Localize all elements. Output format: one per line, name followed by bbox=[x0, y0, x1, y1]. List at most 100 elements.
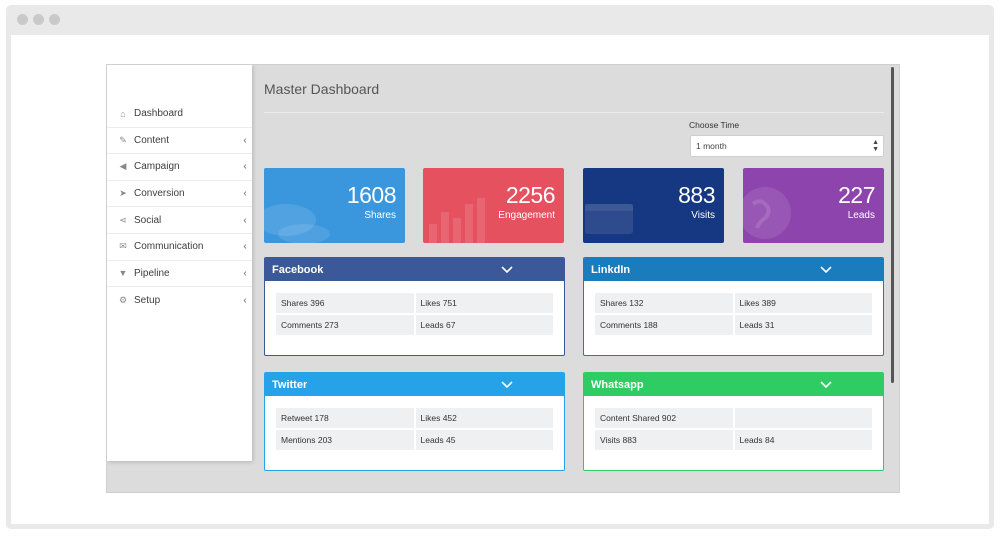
window-controls bbox=[17, 14, 60, 25]
time-filter-label: Choose Time bbox=[689, 120, 740, 130]
metric-cell: Likes 389 bbox=[734, 293, 872, 313]
window-dot-icon[interactable] bbox=[17, 14, 28, 25]
sidebar-item-setup[interactable]: ⚙ Setup ‹ bbox=[107, 287, 252, 314]
metric-cell: Shares 396 bbox=[276, 293, 414, 313]
chevron-left-icon: ‹ bbox=[243, 241, 247, 253]
sidebar-item-conversion[interactable]: ➤ Conversion ‹ bbox=[107, 181, 252, 208]
stat-value: 1608 bbox=[346, 182, 397, 208]
cursor-icon: ➤ bbox=[119, 188, 127, 199]
metric-cell: Visits 883 bbox=[595, 430, 733, 450]
sidebar-item-campaign[interactable]: ◀ Campaign ‹ bbox=[107, 154, 252, 181]
chevron-down-icon bbox=[820, 265, 832, 273]
facebook-panel-header[interactable]: Facebook bbox=[265, 258, 564, 281]
panel-body: Content Shared 902 Visits 883 Leads 84 bbox=[584, 396, 883, 450]
sidebar-item-label: Pipeline bbox=[134, 267, 170, 279]
sidebar-nav: ⌂ Dashboard ✎ Content ‹ ◀ Campaign ‹ bbox=[107, 101, 252, 314]
time-filter-select[interactable]: 1 month ▲ ▼ bbox=[690, 135, 884, 157]
stat-label: Leads bbox=[847, 210, 875, 221]
stat-card-shares: 1608 Shares bbox=[264, 168, 405, 243]
panel-title: Twitter bbox=[272, 378, 308, 391]
sidebar-item-social[interactable]: ⋖ Social ‹ bbox=[107, 207, 252, 234]
whatsapp-panel: Whatsapp Content Shared 902 Visits 883 L… bbox=[583, 372, 884, 471]
stat-label: Visits bbox=[691, 210, 715, 221]
metric-cell: Likes 751 bbox=[415, 293, 553, 313]
browser-viewport: ⌂ Dashboard ✎ Content ‹ ◀ Campaign ‹ bbox=[11, 35, 989, 524]
twitter-panel: Twitter Retweet 178 Likes 452 Mentions 2… bbox=[264, 372, 565, 471]
panel-body: Retweet 178 Likes 452 Mentions 203 Leads… bbox=[265, 396, 564, 450]
panel-title: Whatsapp bbox=[591, 378, 644, 391]
metric-cell: Content Shared 902 bbox=[595, 408, 733, 428]
page-title: Master Dashboard bbox=[264, 81, 380, 97]
twitter-panel-header[interactable]: Twitter bbox=[265, 373, 564, 396]
metric-cell: Likes 452 bbox=[415, 408, 553, 428]
stat-value: 2256 bbox=[505, 182, 556, 208]
chevron-left-icon: ‹ bbox=[243, 134, 247, 146]
bar-chart-bg-icon bbox=[429, 198, 485, 243]
panel-body: Shares 132 Likes 389 Comments 188 Leads … bbox=[584, 281, 883, 335]
gear-icon: ⚙ bbox=[118, 294, 128, 305]
panel-title: LinkdIn bbox=[591, 263, 631, 276]
metric-cell: Comments 273 bbox=[276, 315, 414, 335]
stat-value: 883 bbox=[678, 182, 715, 208]
metric-cell: Retweet 178 bbox=[276, 408, 414, 428]
main-content: Master Dashboard Choose Time 1 month ▲ ▼ … bbox=[252, 65, 897, 492]
shares-bg-icon bbox=[264, 204, 330, 243]
scrollbar[interactable] bbox=[891, 67, 894, 383]
sidebar: ⌂ Dashboard ✎ Content ‹ ◀ Campaign ‹ bbox=[107, 65, 252, 461]
stat-label: Engagement bbox=[498, 210, 555, 221]
envelope-icon: ✉ bbox=[119, 241, 127, 252]
metric-cell bbox=[734, 408, 872, 428]
stat-card-visits: 883 Visits bbox=[583, 168, 724, 243]
sidebar-item-label: Campaign bbox=[134, 161, 180, 173]
metric-cell: Leads 45 bbox=[415, 430, 553, 450]
stat-card-engagement: 2256 Engagement bbox=[423, 168, 564, 243]
linkedin-panel-header[interactable]: LinkdIn bbox=[584, 258, 883, 281]
linkedin-panel: LinkdIn Shares 132 Likes 389 Comments 18… bbox=[583, 257, 884, 356]
chevron-down-icon bbox=[820, 380, 832, 388]
metric-cell: Mentions 203 bbox=[276, 430, 414, 450]
dashboard-app: ⌂ Dashboard ✎ Content ‹ ◀ Campaign ‹ bbox=[106, 64, 900, 493]
browser-bg-icon bbox=[585, 204, 633, 234]
chevron-left-icon: ‹ bbox=[243, 214, 247, 226]
sidebar-item-label: Dashboard bbox=[134, 108, 183, 120]
whatsapp-panel-header[interactable]: Whatsapp bbox=[584, 373, 883, 396]
window-dot-icon[interactable] bbox=[33, 14, 44, 25]
panel-body: Shares 396 Likes 751 Comments 273 Leads … bbox=[265, 281, 564, 335]
chevron-left-icon: ‹ bbox=[243, 161, 247, 173]
window-dot-icon[interactable] bbox=[49, 14, 60, 25]
chevron-left-icon: ‹ bbox=[243, 294, 247, 306]
sidebar-item-label: Setup bbox=[134, 294, 161, 306]
stat-card-leads: 227 Leads bbox=[743, 168, 884, 243]
sidebar-item-communication[interactable]: ✉ Communication ‹ bbox=[107, 234, 252, 261]
sidebar-item-label: Communication bbox=[134, 241, 204, 253]
sidebar-item-label: Conversion bbox=[134, 188, 185, 200]
chevron-down-icon bbox=[501, 265, 513, 273]
home-icon: ⌂ bbox=[120, 108, 126, 119]
metric-cell: Leads 84 bbox=[734, 430, 872, 450]
browser-window: ⌂ Dashboard ✎ Content ‹ ◀ Campaign ‹ bbox=[6, 5, 994, 529]
metric-cell: Leads 67 bbox=[415, 315, 553, 335]
chevron-left-icon: ‹ bbox=[243, 267, 247, 279]
facebook-panel: Facebook Shares 396 Likes 751 Comments 2… bbox=[264, 257, 565, 356]
chevron-left-icon: ‹ bbox=[243, 188, 247, 200]
sidebar-item-label: Social bbox=[134, 214, 162, 226]
sidebar-item-dashboard[interactable]: ⌂ Dashboard bbox=[107, 101, 252, 128]
time-filter-value: 1 month bbox=[696, 141, 727, 151]
divider bbox=[264, 112, 884, 113]
panel-title: Facebook bbox=[272, 263, 324, 276]
filter-icon: ▼ bbox=[118, 268, 128, 279]
chevron-down-icon bbox=[501, 380, 513, 388]
sidebar-item-label: Content bbox=[134, 134, 170, 146]
metric-cell: Leads 31 bbox=[734, 315, 872, 335]
edit-icon: ✎ bbox=[119, 134, 127, 145]
sidebar-item-pipeline[interactable]: ▼ Pipeline ‹ bbox=[107, 261, 252, 288]
stat-value: 227 bbox=[838, 182, 875, 208]
megaphone-icon: ◀ bbox=[119, 161, 127, 172]
metric-cell: Comments 188 bbox=[595, 315, 733, 335]
share-icon: ⋖ bbox=[119, 214, 127, 225]
globe-bg-icon bbox=[743, 187, 791, 239]
metric-cell: Shares 132 bbox=[595, 293, 733, 313]
sidebar-item-content[interactable]: ✎ Content ‹ bbox=[107, 128, 252, 155]
select-arrows-icon: ▲ ▼ bbox=[872, 139, 879, 153]
stat-label: Shares bbox=[364, 210, 396, 221]
